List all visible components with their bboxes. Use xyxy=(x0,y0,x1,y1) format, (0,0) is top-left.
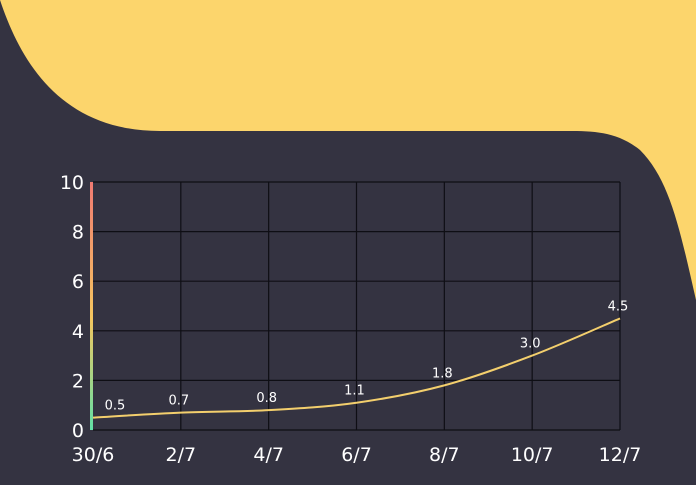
data-label: 1.1 xyxy=(344,384,365,399)
y-tick-label: 4 xyxy=(72,321,84,343)
x-tick-label: 12/7 xyxy=(599,444,642,466)
y-axis-gradient-bar xyxy=(90,182,93,430)
x-axis-ticks: 30/6 2/7 4/7 6/7 8/7 10/7 12/7 xyxy=(72,444,642,466)
y-tick-label: 0 xyxy=(72,420,84,442)
decorative-yellow-blob xyxy=(0,0,696,300)
x-tick-label: 6/7 xyxy=(341,444,372,466)
x-tick-label: 4/7 xyxy=(253,444,284,466)
data-label: 1.8 xyxy=(432,366,453,381)
y-axis-ticks: 0 2 4 6 8 10 xyxy=(60,172,84,442)
x-tick-label: 30/6 xyxy=(72,444,115,466)
y-tick-label: 2 xyxy=(72,370,84,392)
data-label: 4.5 xyxy=(608,299,629,314)
x-tick-label: 2/7 xyxy=(166,444,197,466)
data-labels: 0.5 0.7 0.8 1.1 1.8 3.0 4.5 xyxy=(105,299,629,413)
series-line xyxy=(92,317,621,419)
data-label: 0.5 xyxy=(105,399,126,414)
x-tick-label: 10/7 xyxy=(511,444,554,466)
data-label: 0.7 xyxy=(168,394,189,409)
y-tick-label: 10 xyxy=(60,172,84,194)
x-tick-label: 8/7 xyxy=(429,444,460,466)
data-label: 0.8 xyxy=(256,391,277,406)
y-tick-label: 8 xyxy=(72,222,84,244)
chart-grid xyxy=(93,181,621,431)
data-label: 3.0 xyxy=(520,337,541,352)
y-tick-label: 6 xyxy=(72,271,84,293)
